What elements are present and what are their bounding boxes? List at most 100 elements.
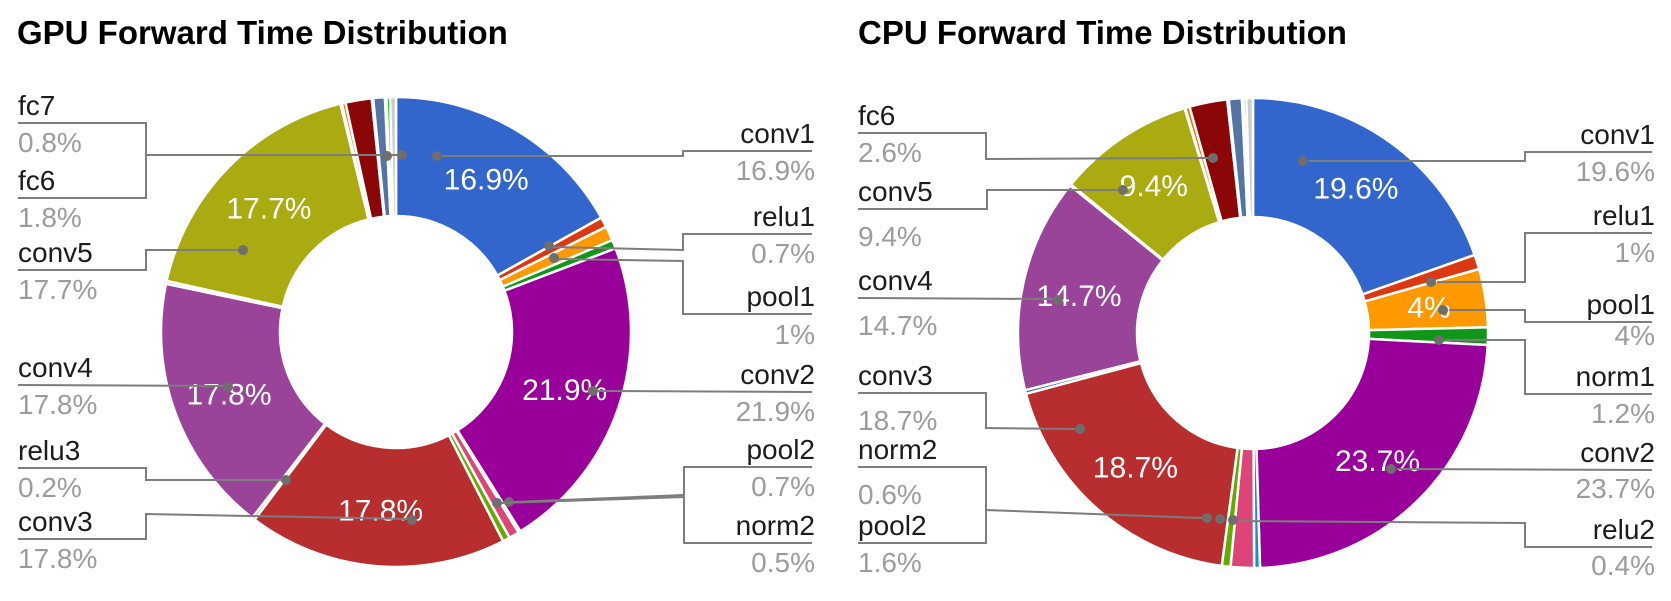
gpu-callout-dot-pool1 <box>549 253 559 263</box>
cpu-callout-label-relu2: relu2 <box>1593 514 1655 545</box>
gpu-callout-dot-conv1 <box>432 151 442 161</box>
gpu-inner-labels: 16.9%21.9%17.8%17.8%17.7% <box>186 164 607 528</box>
cpu-callout-label-norm1: norm1 <box>1576 361 1655 392</box>
cpu-callout-label-conv3: conv3 <box>858 360 933 391</box>
cpu-callout-dot-conv5 <box>1118 185 1128 195</box>
cpu-callout-percent-norm2: 0.6% <box>858 479 922 510</box>
gpu-callout-label-conv2: conv2 <box>740 359 815 390</box>
cpu-callout-label-pool1: pool1 <box>1586 289 1655 320</box>
gpu-callout-percent-conv1: 16.9% <box>736 155 815 186</box>
cpu-callout-label-conv1: conv1 <box>1580 119 1655 150</box>
gpu-callout-line-conv2 <box>597 390 813 393</box>
gpu-callout-dot-norm2 <box>492 498 502 508</box>
gpu-slice-conv2[interactable] <box>456 247 633 533</box>
gpu-callout-percent-fc6: 1.8% <box>18 202 82 233</box>
cpu-slices <box>1016 96 1490 570</box>
gpu-callout-line-norm2 <box>500 495 812 544</box>
gpu-callout-percent-conv2: 21.9% <box>736 396 815 427</box>
gpu-slice-conv4[interactable] <box>159 282 327 520</box>
cpu-callout-line-conv5 <box>858 189 1118 210</box>
gpu-callout-dot-relu1 <box>544 241 554 251</box>
cpu-callout-dot-conv3 <box>1075 424 1085 434</box>
gpu-callout-label-norm2: norm2 <box>736 510 815 541</box>
cpu-slice-conv3[interactable] <box>1024 361 1239 568</box>
cpu-callout-line-conv3 <box>858 392 1076 430</box>
cpu-callout-label-norm2: norm2 <box>858 434 937 465</box>
cpu-slice-conv1[interactable] <box>1251 96 1476 296</box>
cpu-inner-label-conv4: 14.7% <box>1037 280 1122 313</box>
cpu-callout-percent-pool1: 4% <box>1615 320 1655 351</box>
cpu-callout-percent-conv4: 14.7% <box>858 310 937 341</box>
gpu-callout-percent-fc7: 0.8% <box>18 127 82 158</box>
gpu-callout-line-pool1 <box>557 258 812 315</box>
gpu-callout-dot-conv3 <box>407 515 417 525</box>
cpu-callout-dot-relu2 <box>1228 515 1238 525</box>
gpu-callout-percent-relu1: 0.7% <box>751 238 815 269</box>
gpu-inner-label-conv5: 17.7% <box>226 192 311 225</box>
gpu-callout-percent-conv5: 17.7% <box>18 274 97 305</box>
cpu-callout-line-conv1 <box>1309 151 1652 162</box>
cpu-callout-label-relu1: relu1 <box>1593 200 1655 231</box>
gpu-callout-percent-pool2: 0.7% <box>751 471 815 502</box>
cpu-callout-label-fc6: fc6 <box>858 100 895 131</box>
cpu-callout-line-pool2 <box>858 511 987 544</box>
gpu-callout-label-conv4: conv4 <box>18 352 93 383</box>
cpu-callout-line-fc6 <box>858 132 1209 161</box>
cpu-callout-dot-norm1 <box>1434 335 1444 345</box>
gpu-slice-conv1[interactable] <box>394 95 603 277</box>
cpu-callout-line-pool1 <box>1449 309 1652 323</box>
gpu-callout-percent-relu3: 0.2% <box>18 472 82 503</box>
gpu-callout-line-conv3 <box>18 512 409 540</box>
gpu-callout-line-relu1 <box>552 233 812 252</box>
gpu-callout-dot-conv5 <box>238 245 248 255</box>
gpu-callout-percent-norm2: 0.5% <box>751 547 815 578</box>
cpu-callout-line-conv2 <box>1396 468 1653 471</box>
cpu-callout-dot-fc6 <box>1208 153 1218 163</box>
gpu-callout-label-pool2: pool2 <box>746 434 815 465</box>
gpu-callout-line-conv1 <box>441 150 812 157</box>
gpu-callouts: fc7 0.8% fc6 1.8% conv5 17.7% conv4 17.8% relu3 0… <box>17 90 815 578</box>
cpu-callout-percent-fc6: 2.6% <box>858 137 922 168</box>
cpu-inner-label-conv5: 9.4% <box>1120 170 1188 203</box>
cpu-callout-percent-pool2: 1.6% <box>858 547 922 578</box>
gpu-donut-chart: 16.9%21.9%17.8%17.8%17.7%fc70.8%fc61.8%c… <box>17 90 815 578</box>
gpu-callout-percent-conv3: 17.8% <box>18 543 97 574</box>
gpu-callout-line-conv5 <box>18 249 243 271</box>
gpu-callout-percent-pool1: 1% <box>775 319 815 350</box>
cpu-callout-label-conv4: conv4 <box>858 265 933 296</box>
cpu-callout-line-relu1 <box>1437 232 1652 283</box>
cpu-donut-chart: 19.6% 4% 23.7% 18.7% 14.7% 9.4% fc6 2.6% conv5 9.… <box>857 96 1655 581</box>
gpu-callout-dot-relu3 <box>281 475 291 485</box>
cpu-callout-percent-relu2: 0.4% <box>1591 550 1655 581</box>
gpu-callout-label-fc6: fc6 <box>18 165 55 196</box>
cpu-callout-percent-norm1: 1.2% <box>1591 398 1655 429</box>
cpu-callouts: fc6 2.6% conv5 9.4% conv4 14.7% conv3 18.7% norm… <box>857 100 1655 581</box>
gpu-callout-label-relu3: relu3 <box>18 435 80 466</box>
cpu-callout-label-pool2: pool2 <box>858 510 927 541</box>
cpu-inner-label-conv3: 18.7% <box>1093 452 1178 485</box>
cpu-callout-dot-conv1 <box>1298 156 1308 166</box>
cpu-slice-conv2[interactable] <box>1255 337 1489 570</box>
gpu-callout-line-relu3 <box>18 467 282 481</box>
cpu-callout-label-conv5: conv5 <box>858 176 933 207</box>
gpu-callout-label-conv1: conv1 <box>740 118 815 149</box>
cpu-callout-label-conv2: conv2 <box>1580 437 1655 468</box>
cpu-callout-dot-conv2 <box>1386 464 1396 474</box>
gpu-slice-conv3[interactable] <box>253 423 505 569</box>
gpu-callout-dot-conv2 <box>588 386 598 396</box>
cpu-callout-dot-norm2 <box>1202 513 1212 523</box>
gpu-slice-other[interactable] <box>388 95 398 218</box>
gpu-callout-label-pool1: pool1 <box>746 281 815 312</box>
cpu-callout-dot-conv4 <box>1053 295 1063 305</box>
cpu-callout-percent-relu1: 1% <box>1615 237 1655 268</box>
cpu-slice-other[interactable] <box>1245 96 1255 219</box>
cpu-callout-line-norm1 <box>1445 339 1652 395</box>
gpu-callout-percent-conv4: 17.8% <box>18 389 97 420</box>
gpu-slices <box>159 95 633 569</box>
gpu-callout-line-fc7 <box>18 122 147 199</box>
cpu-callout-line-norm2 <box>858 466 1203 519</box>
gpu-chart-title: GPU Forward Time Distribution <box>17 14 508 51</box>
cpu-inner-label-conv1: 19.6% <box>1313 173 1398 206</box>
